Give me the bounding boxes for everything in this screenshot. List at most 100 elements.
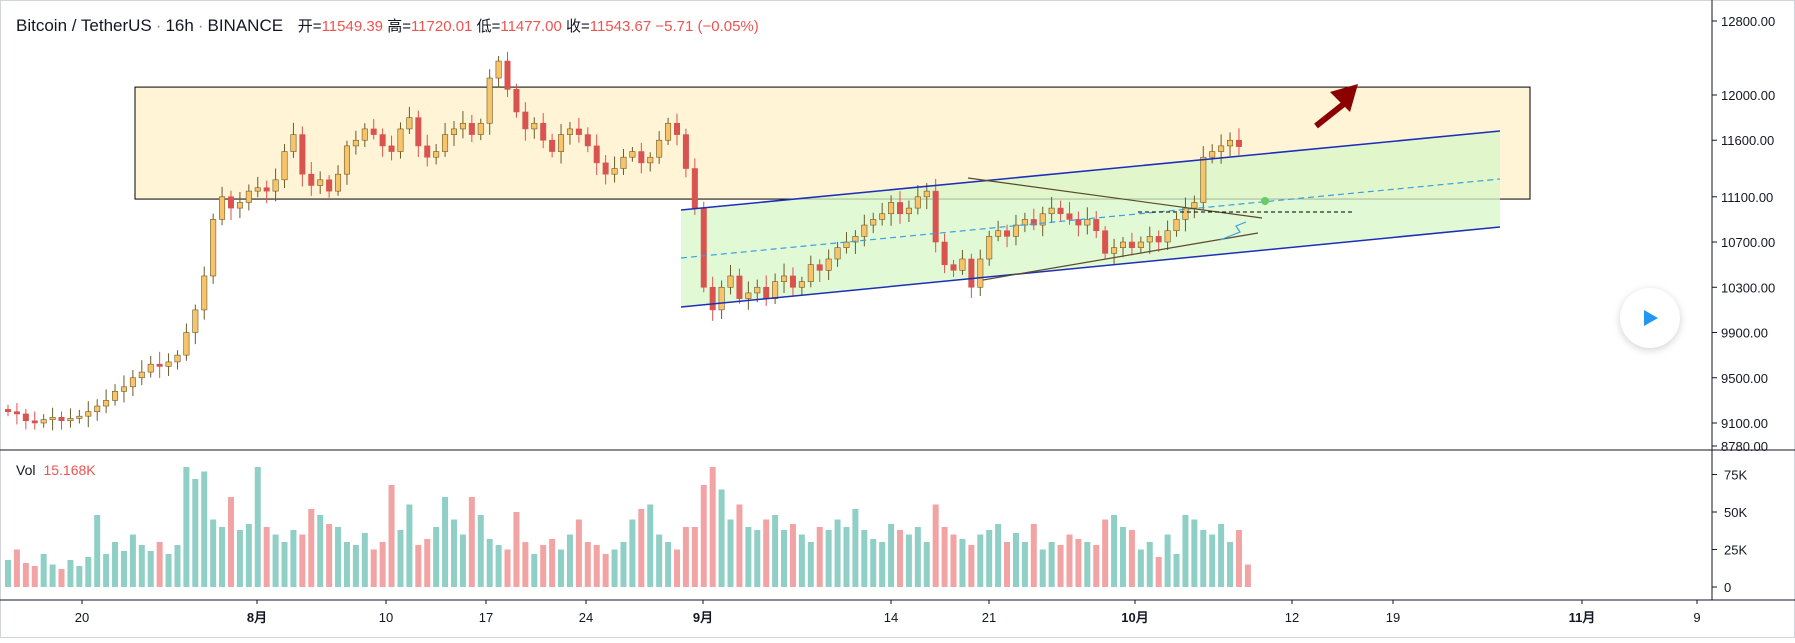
volume-bar [406, 504, 413, 587]
volume-bar [852, 509, 859, 587]
ohlc-high-value: 11720.01 [410, 18, 473, 35]
volume-bar [183, 467, 190, 587]
candle-body [1021, 219, 1028, 226]
candle-body [1191, 202, 1198, 209]
candle-body [950, 264, 957, 271]
candle-body [103, 400, 110, 407]
volume-label[interactable]: Vol [16, 462, 36, 478]
candle-body [13, 411, 20, 415]
volume-bar [1075, 539, 1082, 587]
candle-body [120, 386, 127, 392]
volume-axis[interactable]: 75K 50K 25K 0 [1712, 468, 1747, 596]
symbol-name[interactable]: Bitcoin / TetherUS [16, 16, 152, 35]
time-tick-label: 24 [579, 610, 593, 625]
candle-body [673, 122, 680, 135]
volume-bar [1039, 549, 1046, 587]
volume-bar [593, 545, 600, 587]
volume-bar [691, 527, 698, 587]
price-axis[interactable]: 12800.00 12000.00 11600.00 11100.00 10700.00… [1712, 14, 1775, 454]
candle-body [486, 77, 493, 124]
volume-tick-label: 25K [1724, 543, 1747, 558]
volume-bar [486, 539, 493, 587]
volume-bar [1093, 545, 1100, 587]
volume-bar [513, 512, 520, 587]
price-tick-label: 12800.00 [1721, 14, 1775, 29]
candle-body [85, 411, 92, 417]
candle-body [923, 190, 930, 198]
candle-body [406, 117, 413, 130]
candle-body [1030, 219, 1037, 226]
time-tick-label: 12 [1285, 610, 1299, 625]
volume-bar [1004, 542, 1011, 587]
volume-bar [263, 527, 270, 587]
volume-bar [638, 509, 645, 587]
candle-body [254, 187, 261, 192]
candle-body [147, 363, 154, 373]
volume-bar [1227, 542, 1234, 587]
ohlc-close-label: 收= [565, 18, 590, 35]
volume-bar [656, 534, 663, 587]
volume-bar [807, 542, 814, 587]
volume-bar [1235, 530, 1242, 587]
ohlc-open-label: 开= [297, 18, 322, 35]
candle-body [647, 156, 654, 164]
candle-body [798, 281, 805, 288]
replay-button[interactable] [1620, 288, 1680, 348]
volume-bar [245, 524, 252, 587]
candle-body [1004, 230, 1011, 237]
candle-body [352, 139, 359, 147]
candle-body [816, 264, 823, 271]
candle-body [138, 371, 145, 379]
candle-body [58, 417, 65, 422]
candle-body [433, 151, 440, 158]
volume-bar [1066, 534, 1073, 587]
candle-body [281, 151, 288, 181]
volume-bar [326, 524, 333, 587]
volume-bar [1057, 545, 1064, 587]
volume-bar [210, 519, 217, 587]
candle-body [1209, 151, 1216, 158]
volume-tick-label: 0 [1724, 580, 1731, 595]
volume-bar [959, 539, 966, 587]
volume-value: 15.168K [43, 462, 96, 478]
interval-label[interactable]: 16h [165, 16, 194, 35]
candle-body [272, 179, 279, 192]
drawing-layer-front[interactable] [680, 84, 1501, 308]
volume-bar [745, 527, 752, 587]
volume-bar [781, 530, 788, 587]
candle-body [94, 405, 101, 412]
candle-body [959, 258, 966, 271]
volume-bar [76, 566, 83, 587]
candle-body [22, 413, 29, 422]
header-separator: · [155, 16, 162, 35]
volume-bar [147, 551, 154, 587]
volume-bar [219, 527, 226, 587]
candle-body [263, 187, 270, 192]
volume-bar [1155, 557, 1162, 587]
volume-bar [317, 515, 324, 587]
volume-bar [923, 542, 930, 587]
candle-body [415, 117, 422, 147]
volume-bar [468, 497, 475, 587]
volume-bar [540, 545, 547, 587]
volume-bar [272, 534, 279, 587]
candle-body [361, 128, 368, 141]
candle-body [1093, 219, 1100, 232]
channel-upper-line [680, 130, 1501, 211]
volume-bar [905, 534, 912, 587]
time-axis[interactable]: 20 8月 10 17 24 9月 14 21 10月 12 19 11月 9 [75, 600, 1701, 625]
volume-bar [308, 509, 315, 587]
volume-bar [335, 527, 342, 587]
candle-body [1066, 213, 1073, 220]
volume-bar [674, 549, 680, 587]
volume-bar [1021, 542, 1028, 587]
volume-bar [370, 549, 377, 587]
candle-body [986, 236, 993, 260]
volume-bar [736, 504, 743, 587]
volume-bar [1128, 530, 1135, 587]
time-tick-label: 19 [1386, 610, 1400, 625]
time-tick-label: 9月 [693, 610, 713, 625]
volume-bar [1012, 533, 1019, 587]
